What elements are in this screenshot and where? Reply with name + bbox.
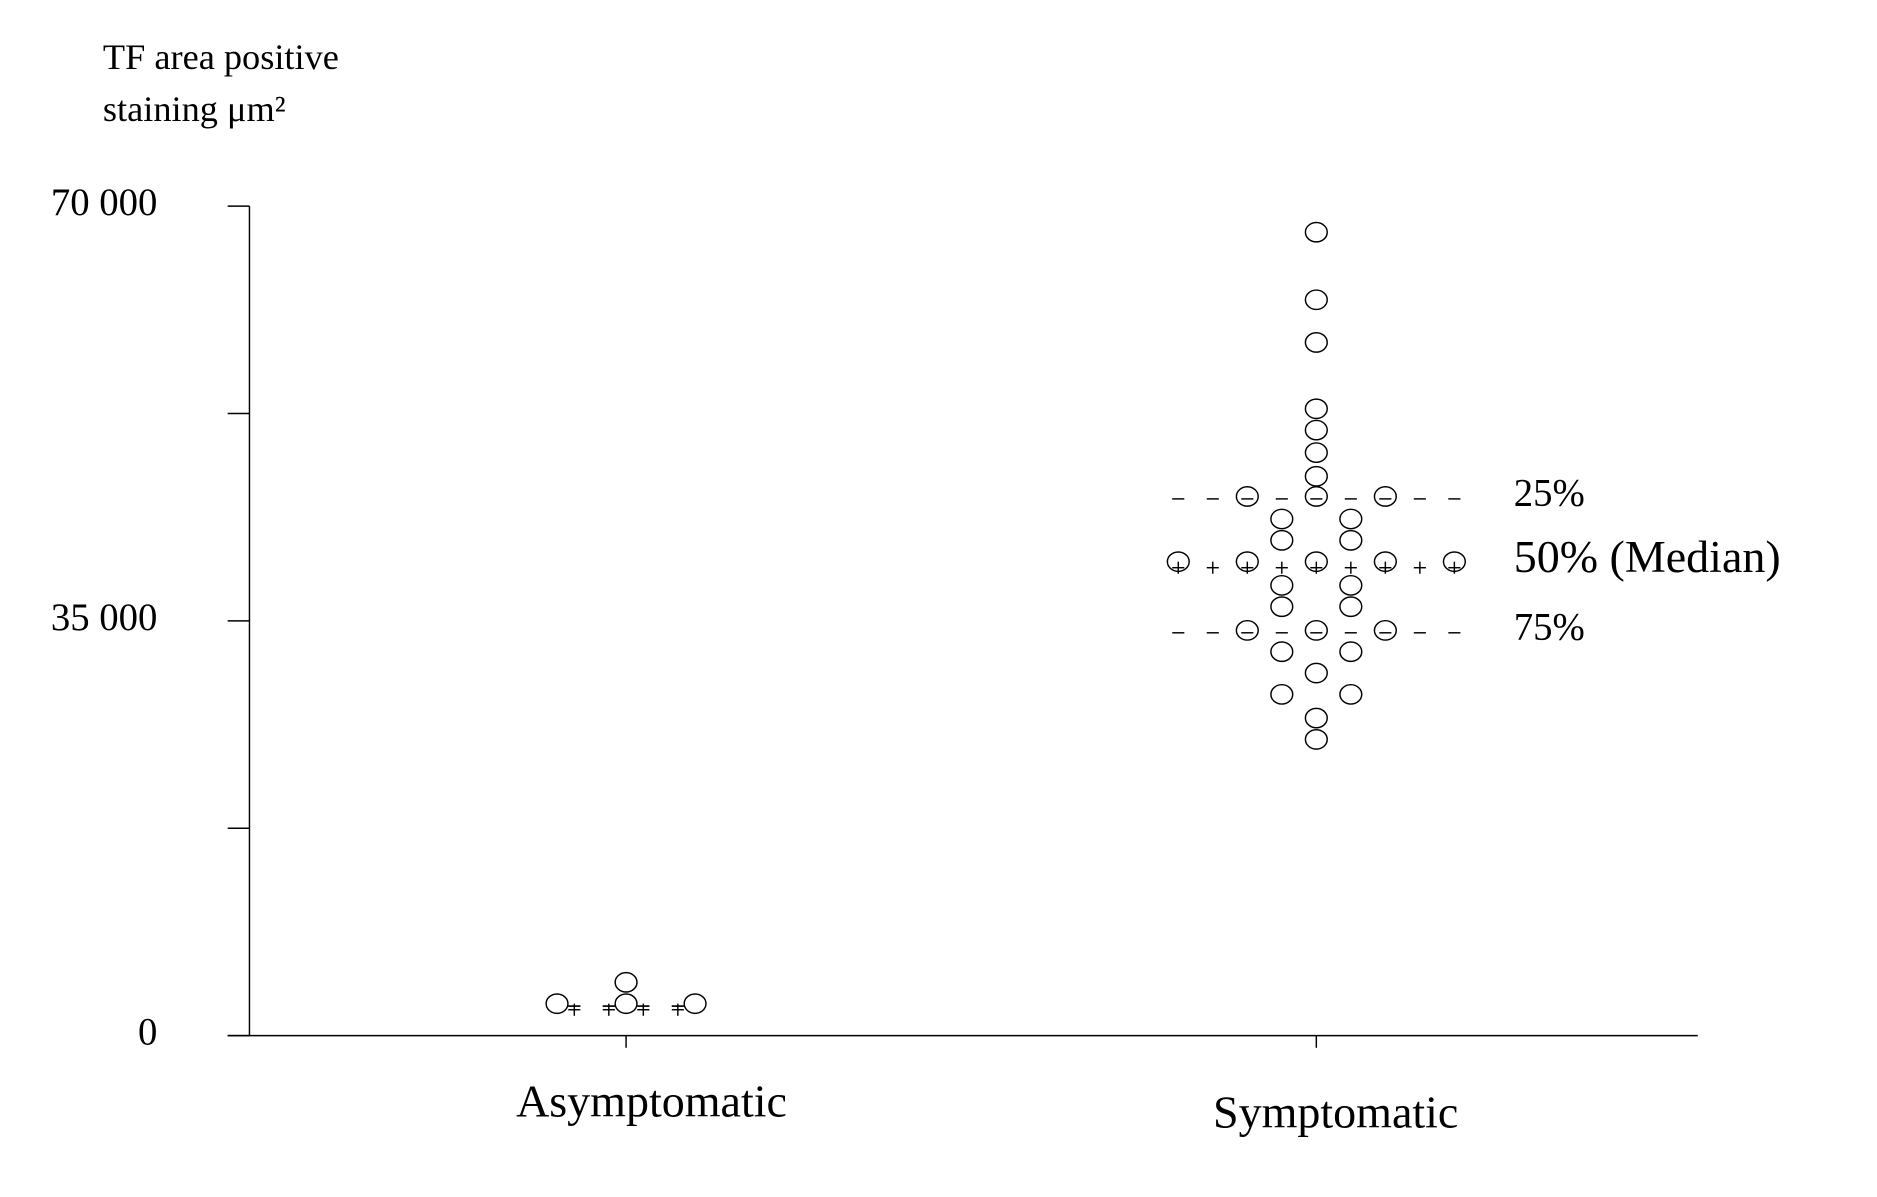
- dot: [1270, 529, 1294, 551]
- x-tick-label: Asymptomatic: [516, 1075, 787, 1126]
- dot: [1339, 529, 1363, 551]
- y-tick-label: 70 000: [51, 181, 158, 224]
- dot: [614, 993, 638, 1015]
- dot: [1270, 641, 1294, 663]
- dot: [683, 993, 707, 1015]
- dot: [1270, 574, 1294, 596]
- dot: [1304, 728, 1328, 750]
- dot: [545, 993, 569, 1015]
- dot: [1304, 486, 1328, 507]
- dot: [1304, 619, 1328, 641]
- dot: [1373, 486, 1397, 507]
- dot: [1270, 683, 1294, 705]
- dot: [1304, 707, 1328, 729]
- dot: [1304, 398, 1328, 420]
- y-tick-label: 35 000: [51, 596, 158, 639]
- dot: [1304, 465, 1328, 487]
- quartile-label: 50% (Median): [1514, 531, 1781, 582]
- dot: [1339, 641, 1363, 663]
- dot: [1339, 683, 1363, 705]
- dot: [1304, 332, 1328, 353]
- dot: [1373, 619, 1397, 641]
- y-axis-title: TF area positive: [103, 37, 339, 77]
- dot: [1339, 574, 1363, 596]
- x-tick-label: Symptomatic: [1213, 1086, 1458, 1137]
- dot: [1270, 596, 1294, 618]
- y-tick-label: 0: [138, 1011, 157, 1054]
- dot: [1339, 508, 1363, 530]
- dot: [1270, 508, 1294, 530]
- dot: [614, 971, 638, 993]
- dot: [1339, 596, 1363, 618]
- dot: [1235, 619, 1259, 641]
- dot: [1304, 221, 1328, 243]
- dot: [1304, 662, 1328, 684]
- dot: [1235, 486, 1259, 507]
- quartile-label: 75%: [1514, 605, 1585, 648]
- y-axis-title: staining μm²: [103, 89, 286, 129]
- quartile-label: 25%: [1514, 471, 1585, 514]
- dot: [1304, 442, 1328, 464]
- dot: [1304, 289, 1328, 311]
- dot: [1304, 419, 1328, 441]
